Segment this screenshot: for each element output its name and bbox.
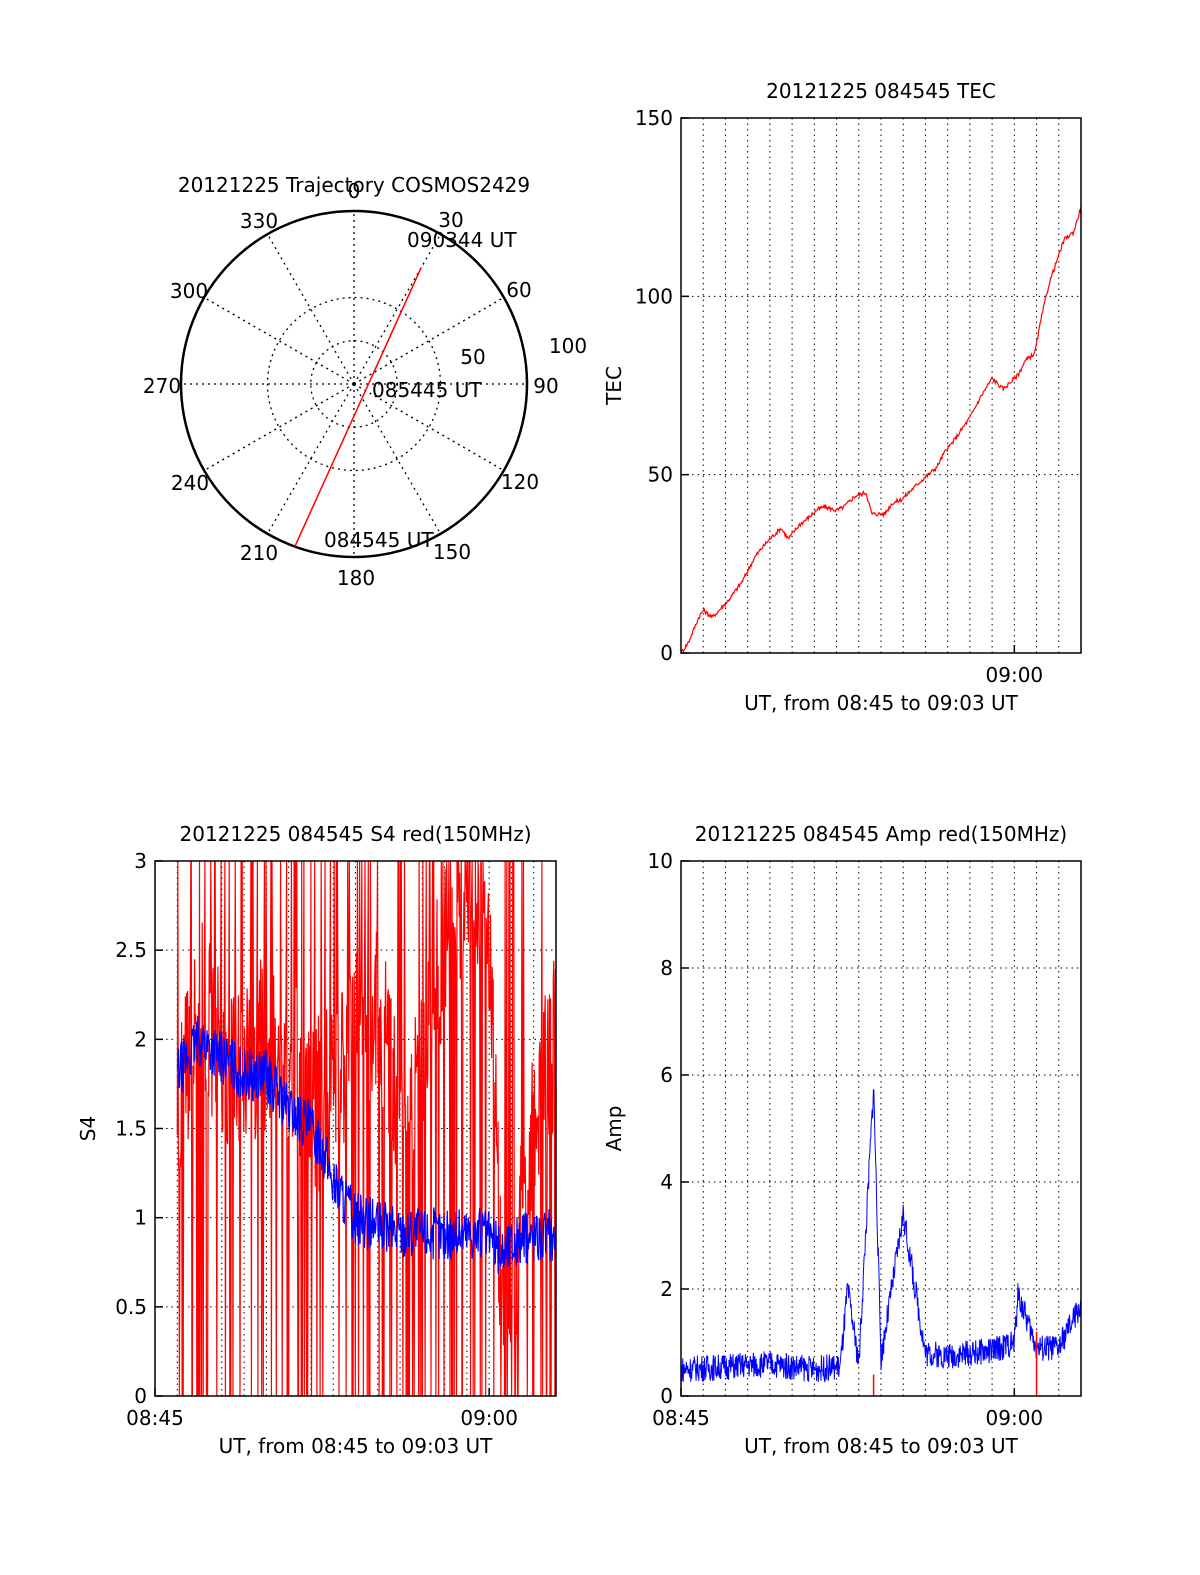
y-tick-label: 2.5 bbox=[115, 938, 147, 962]
azimuth-label: 330 bbox=[240, 209, 278, 233]
amp-series-0 bbox=[680, 1088, 1082, 1396]
y-tick-label: 0 bbox=[660, 1384, 673, 1408]
y-tick-label: 4 bbox=[660, 1170, 673, 1194]
azimuth-label: 60 bbox=[506, 278, 531, 302]
y-tick-label: 2 bbox=[660, 1277, 673, 1301]
spoke-30 bbox=[353, 233, 442, 385]
tec-series-0 bbox=[680, 206, 1082, 654]
y-tick-label: 0.5 bbox=[115, 1295, 147, 1319]
trajectory-track bbox=[294, 267, 422, 547]
s4-plot: 0 0.5 1 1.5 2 2.5 3 08:45 09:00 20121225 084545 S… bbox=[76, 822, 557, 1458]
azimuth-label: 30 bbox=[438, 208, 463, 232]
s4-series-1 bbox=[176, 1015, 557, 1274]
x-tick-label: 08:45 bbox=[126, 1406, 184, 1430]
spoke-60 bbox=[353, 296, 505, 385]
azimuth-label: 300 bbox=[170, 279, 208, 303]
azimuth-label: 180 bbox=[337, 566, 375, 590]
azimuth-label: 150 bbox=[433, 540, 471, 564]
y-tick-label: 3 bbox=[134, 849, 147, 873]
y-tick-label: 150 bbox=[635, 106, 673, 130]
s4-series-0 bbox=[176, 860, 557, 1397]
y-tick-label: 6 bbox=[660, 1063, 673, 1087]
azimuth-label: 120 bbox=[501, 470, 539, 494]
tec-frame bbox=[680, 117, 1082, 654]
y-tick-label: 10 bbox=[648, 849, 673, 873]
azimuth-label: 0 bbox=[348, 179, 361, 203]
spoke-210 bbox=[266, 383, 355, 535]
zenith-ring-0 bbox=[266, 296, 442, 472]
tec-plot: 0 50 100 150 09:00 20121225 084545 TEC UT, fro… bbox=[602, 79, 1082, 715]
spoke-120 bbox=[353, 383, 505, 472]
amp-plot: 0 2 4 6 8 10 08:45 09:00 20121225 084545 Amp red… bbox=[602, 822, 1082, 1458]
x-tick-label: 09:00 bbox=[986, 663, 1044, 687]
radial-label: 50 bbox=[460, 345, 485, 369]
azimuth-label: 90 bbox=[533, 374, 558, 398]
x-tick-label: 09:00 bbox=[460, 1406, 518, 1430]
spoke-300 bbox=[203, 296, 355, 385]
x-tick-label: 09:00 bbox=[986, 1406, 1044, 1430]
amp-ylabel: Amp bbox=[602, 1106, 626, 1152]
tec-ylabel: TEC bbox=[602, 366, 626, 406]
trajectory-annotation: 090344 UT bbox=[407, 228, 517, 252]
radial-label: 100 bbox=[549, 334, 587, 358]
tec-title: 20121225 084545 TEC bbox=[766, 79, 996, 103]
y-tick-label: 0 bbox=[660, 641, 673, 665]
trajectory-annotation: 084545 UT bbox=[324, 528, 434, 552]
horizon-circle bbox=[179, 209, 529, 559]
amp-xlabel: UT, from 08:45 to 09:03 UT bbox=[744, 1434, 1019, 1458]
s4-ylabel: S4 bbox=[76, 1116, 100, 1141]
s4-title: 20121225 084545 S4 red(150MHz) bbox=[180, 822, 532, 846]
x-tick-label: 08:45 bbox=[652, 1406, 710, 1430]
amp-frame bbox=[680, 860, 1082, 1397]
y-tick-label: 100 bbox=[635, 284, 673, 308]
y-tick-label: 1 bbox=[134, 1206, 147, 1230]
y-tick-label: 1.5 bbox=[115, 1117, 147, 1141]
spoke-240 bbox=[203, 383, 355, 472]
y-tick-label: 2 bbox=[134, 1027, 147, 1051]
y-tick-label: 50 bbox=[648, 463, 673, 487]
trajectory-annotation: 085445 UT bbox=[372, 378, 482, 402]
azimuth-label: 210 bbox=[240, 541, 278, 565]
spoke-330 bbox=[266, 233, 355, 385]
spoke-150 bbox=[353, 383, 442, 535]
amp-title: 20121225 084545 Amp red(150MHz) bbox=[695, 822, 1067, 846]
y-tick-label: 0 bbox=[134, 1384, 147, 1408]
y-tick-label: 8 bbox=[660, 956, 673, 980]
s4-xlabel: UT, from 08:45 to 09:03 UT bbox=[219, 1434, 494, 1458]
azimuth-label: 270 bbox=[143, 374, 181, 398]
azimuth-label: 240 bbox=[171, 471, 209, 495]
tec-xlabel: UT, from 08:45 to 09:03 UT bbox=[744, 691, 1019, 715]
trajectory-title: 20121225 Trajectory COSMOS2429 bbox=[178, 173, 530, 197]
